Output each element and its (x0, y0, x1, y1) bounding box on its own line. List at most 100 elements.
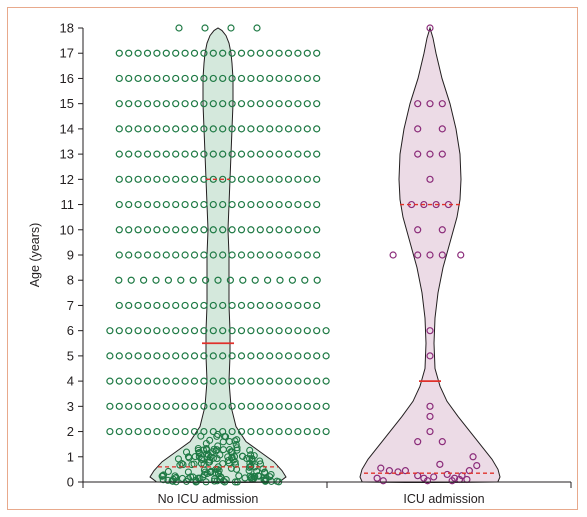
point-no-icu (153, 175, 161, 183)
point-no-icu (322, 327, 330, 335)
point-no-icu (125, 49, 133, 57)
point-no-icu (174, 455, 182, 463)
point-no-icu (266, 473, 274, 481)
point-no-icu (202, 276, 210, 284)
point-no-icu (219, 74, 227, 83)
point-no-icu (181, 150, 189, 158)
point-no-icu (219, 377, 227, 385)
point-no-icu (172, 125, 180, 133)
point-no-icu (313, 49, 321, 57)
point-icu (438, 226, 446, 234)
point-no-icu (162, 251, 170, 259)
point-no-icu (219, 446, 227, 454)
point-no-icu (134, 100, 142, 108)
point-no-icu (294, 251, 302, 259)
violins-layer (149, 26, 501, 483)
point-no-icu (301, 276, 309, 284)
point-no-icu (134, 49, 142, 57)
point-no-icu (209, 301, 217, 310)
point-no-icu (303, 427, 311, 436)
point-no-icu (275, 74, 283, 83)
point-no-icu (153, 100, 161, 108)
point-no-icu (190, 402, 199, 410)
point-icu (401, 467, 409, 475)
point-icu (414, 251, 422, 259)
point-no-icu (181, 427, 189, 436)
point-no-icu (228, 377, 236, 385)
point-no-icu (303, 352, 311, 360)
point-no-icu (233, 436, 241, 444)
point-no-icu (237, 125, 246, 133)
point-no-icu (153, 427, 161, 436)
point-no-icu (181, 377, 189, 385)
point-no-icu (237, 251, 246, 259)
point-no-icu (256, 327, 264, 335)
point-no-icu (202, 439, 210, 448)
point-no-icu (134, 74, 142, 83)
point-no-icu (228, 327, 236, 335)
point-no-icu (209, 226, 217, 234)
point-no-icu (168, 477, 176, 485)
point-no-icu (275, 100, 283, 108)
point-no-icu (189, 276, 197, 284)
point-no-icu (153, 352, 161, 360)
point-no-icu (143, 427, 152, 436)
point-no-icu (115, 251, 123, 259)
point-no-icu (294, 327, 302, 335)
point-no-icu (200, 49, 208, 57)
point-no-icu (237, 100, 246, 108)
point-no-icu (219, 125, 227, 133)
point-no-icu (125, 251, 133, 259)
point-no-icu (284, 74, 293, 83)
point-no-icu (159, 476, 167, 484)
point-no-icu (162, 377, 170, 385)
point-no-icu (313, 74, 321, 83)
point-icu (469, 453, 477, 461)
point-no-icu (275, 175, 283, 183)
point-no-icu (172, 100, 180, 108)
point-no-icu (284, 200, 293, 209)
point-no-icu (284, 175, 293, 183)
point-no-icu (219, 352, 227, 360)
point-no-icu (228, 150, 236, 158)
point-no-icu (164, 467, 172, 476)
point-no-icu (115, 352, 123, 360)
point-icu (373, 474, 381, 482)
point-no-icu (153, 200, 161, 209)
point-no-icu (200, 352, 208, 360)
point-no-icu (162, 301, 170, 310)
point-no-icu (181, 200, 189, 209)
point-icu (438, 251, 446, 259)
point-no-icu (209, 150, 217, 158)
point-no-icu (153, 327, 161, 335)
point-no-icu (266, 74, 274, 83)
point-no-icu (209, 454, 218, 462)
y-tick-label: 6 (67, 323, 74, 338)
point-no-icu (125, 175, 133, 183)
point-no-icu (200, 251, 208, 259)
point-no-icu (106, 402, 114, 410)
point-no-icu (125, 125, 133, 133)
point-icu (438, 100, 446, 108)
point-no-icu (266, 402, 274, 410)
point-no-icu (162, 402, 170, 410)
point-no-icu (162, 150, 170, 158)
point-no-icu (254, 472, 262, 480)
point-no-icu (213, 477, 221, 485)
point-no-icu (228, 100, 236, 108)
point-no-icu (247, 427, 255, 436)
point-no-icu (313, 200, 321, 209)
point-no-icu (200, 100, 208, 108)
point-no-icu (134, 251, 142, 259)
point-no-icu (237, 301, 246, 310)
point-no-icu (228, 200, 236, 209)
point-no-icu (176, 461, 184, 469)
point-no-icu (134, 150, 142, 158)
point-no-icu (322, 402, 330, 410)
point-no-icu (275, 49, 283, 57)
point-no-icu (313, 175, 321, 183)
point-no-icu (164, 476, 172, 484)
point-no-icu (209, 74, 217, 83)
point-no-icu (190, 100, 199, 108)
